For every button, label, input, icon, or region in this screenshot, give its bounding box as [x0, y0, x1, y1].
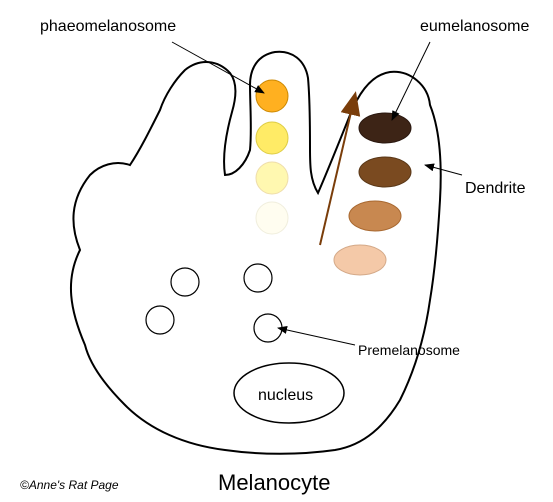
premelanosome: [171, 268, 199, 296]
premelanosome: [254, 314, 282, 342]
phaeomelanosome: [256, 162, 288, 194]
premelanosome-label: Premelanosome: [358, 342, 460, 358]
eumelanosome: [349, 201, 401, 231]
eumelanosome: [334, 245, 386, 275]
phaeomelanosome: [256, 80, 288, 112]
eumelanosome: [359, 113, 411, 143]
eumelanosome-label: eumelanosome: [420, 18, 529, 36]
premelanosome: [146, 306, 174, 334]
nucleus-label: nucleus: [258, 387, 313, 405]
dendrite-label: Dendrite: [465, 180, 525, 198]
melanocyte-diagram: [0, 0, 553, 502]
phaeomelanosome: [256, 202, 288, 234]
diagram-title: Melanocyte: [218, 470, 331, 496]
eumelanosome: [359, 157, 411, 187]
phaeomelanosome: [256, 122, 288, 154]
premelanosome: [244, 264, 272, 292]
credit-text: ©Anne's Rat Page: [20, 478, 119, 492]
phaeomelanosome-label: phaeomelanosome: [40, 18, 176, 36]
